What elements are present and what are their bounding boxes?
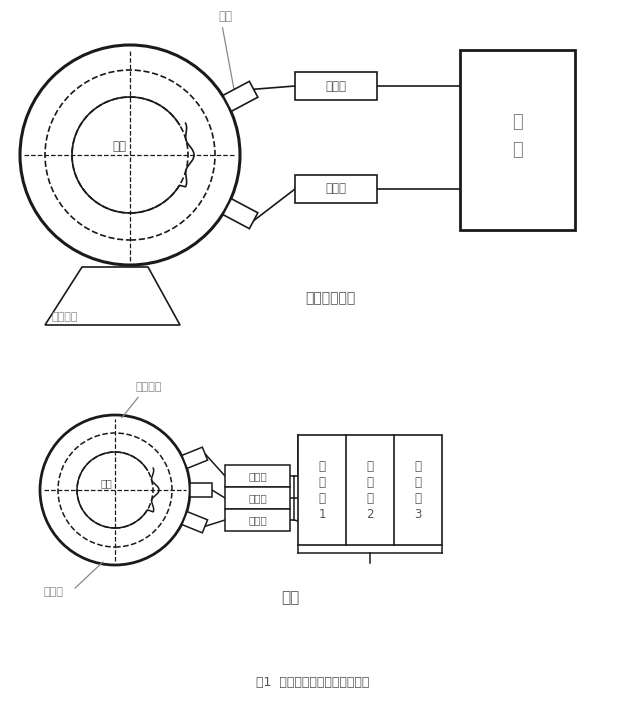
Polygon shape — [223, 82, 258, 111]
FancyBboxPatch shape — [295, 175, 377, 203]
Text: 探头: 探头 — [218, 10, 232, 23]
Text: 前置器: 前置器 — [248, 471, 267, 481]
Text: 件: 件 — [512, 141, 523, 159]
FancyBboxPatch shape — [298, 435, 442, 545]
FancyBboxPatch shape — [225, 465, 290, 487]
Text: 前置器: 前置器 — [248, 515, 267, 525]
Text: 齿盘: 齿盘 — [112, 140, 126, 153]
Polygon shape — [223, 199, 258, 229]
Polygon shape — [182, 447, 208, 468]
Text: 转速、零转速: 转速、零转速 — [305, 291, 355, 305]
FancyBboxPatch shape — [225, 487, 290, 509]
Text: 前置器: 前置器 — [326, 182, 347, 196]
Text: 传感器: 传感器 — [43, 587, 63, 597]
Text: 齿盘: 齿盘 — [101, 478, 113, 488]
Text: 图1  转速、零转速及超速示意图: 图1 转速、零转速及超速示意图 — [256, 677, 370, 689]
Text: 超速: 超速 — [281, 591, 299, 605]
Text: 转
速
表
3: 转 速 表 3 — [414, 460, 422, 520]
FancyBboxPatch shape — [225, 509, 290, 531]
Text: 测速支架: 测速支架 — [52, 312, 78, 322]
Text: 前置器: 前置器 — [248, 493, 267, 503]
Text: 测速支架: 测速支架 — [135, 382, 162, 392]
Text: 转
速
表
1: 转 速 表 1 — [318, 460, 326, 520]
Polygon shape — [190, 483, 212, 497]
FancyBboxPatch shape — [460, 50, 575, 230]
Polygon shape — [182, 512, 208, 533]
Text: 转
速
表
2: 转 速 表 2 — [366, 460, 374, 520]
Text: 板: 板 — [512, 113, 523, 131]
FancyBboxPatch shape — [295, 72, 377, 100]
Text: 前置器: 前置器 — [326, 80, 347, 92]
